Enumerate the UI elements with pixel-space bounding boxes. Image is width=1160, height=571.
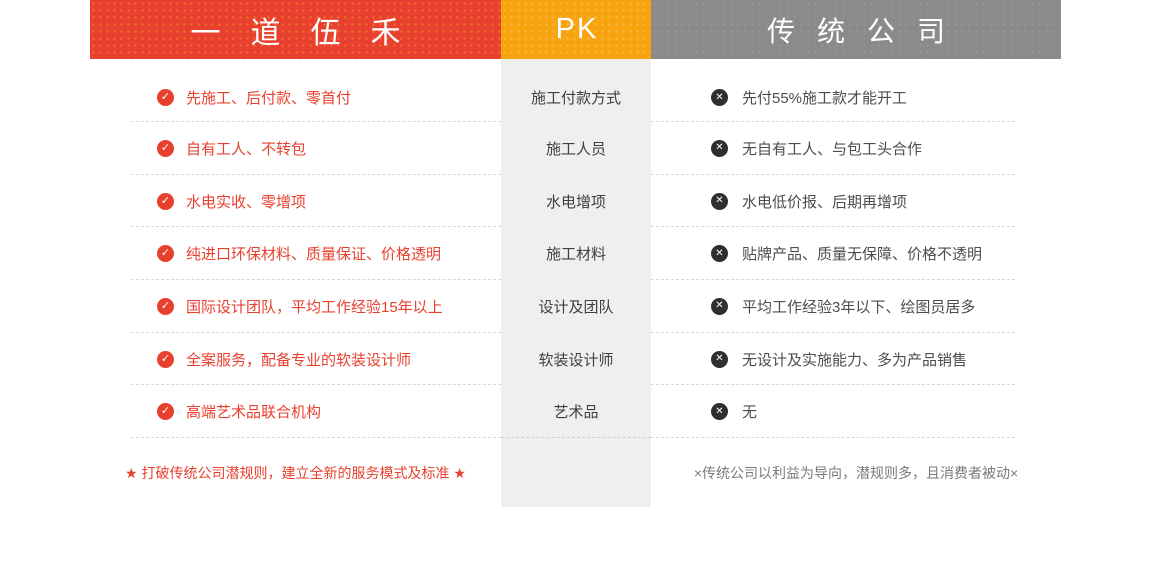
brand-cell: ✓ 自有工人、不转包	[90, 122, 501, 175]
brand-cell: ✓ 国际设计团队，平均工作经验15年以上	[90, 280, 501, 333]
brand-column-header: 一道伍禾	[90, 0, 501, 59]
competitor-cell: ✕ 无自有工人、与包工头合作	[651, 122, 1061, 175]
brand-advantage-text: 高端艺术品联合机构	[186, 404, 322, 422]
competitor-drawback-text: 无	[742, 404, 758, 422]
category-label: 软装设计师	[501, 332, 651, 386]
competitor-drawback-text: 平均工作经验3年以下、绘图员居多	[742, 298, 976, 316]
brand-advantage-text: 国际设计团队，平均工作经验15年以上	[186, 298, 443, 316]
pk-comparison-table: 一道伍禾 PK 传统公司 ✓ 先施工、后付款、零首付 施工付款方式 ✕ 先付55…	[90, 0, 1061, 507]
check-icon: ✓	[157, 350, 174, 368]
comparison-row: ✓ 全案服务，配备专业的软装设计师 软装设计师 ✕ 无设计及实施能力、多为产品销…	[90, 332, 1061, 386]
category-label: 艺术品	[501, 385, 651, 439]
competitor-column-header: 传统公司	[651, 0, 1061, 59]
brand-cell: ✓ 高端艺术品联合机构	[90, 385, 501, 438]
brand-footer-slogan: ★ 打破传统公司潜规则，建立全新的服务模式及标准 ★	[125, 464, 466, 481]
category-label: 施工材料	[501, 227, 651, 281]
pk-badge: PK	[501, 0, 651, 59]
comparison-row: ✓ 国际设计团队，平均工作经验15年以上 设计及团队 ✕ 平均工作经验3年以下、…	[90, 280, 1061, 333]
cross-icon: ✕	[711, 403, 728, 421]
competitor-cell: ✕ 平均工作经验3年以下、绘图员居多	[651, 280, 1061, 333]
category-label: 设计及团队	[501, 280, 651, 333]
check-icon: ✓	[157, 192, 174, 210]
category-label: 施工付款方式	[501, 59, 651, 122]
table-footer: ★ 打破传统公司潜规则，建立全新的服务模式及标准 ★ ×传统公司以利益为导向，潜…	[90, 438, 1061, 507]
competitor-cell: ✕ 无设计及实施能力、多为产品销售	[651, 333, 1061, 386]
check-icon: ✓	[157, 245, 174, 263]
competitor-footer-note: ×传统公司以利益为导向，潜规则多，且消费者被动×	[693, 464, 1019, 481]
brand-cell: ✓ 先施工、后付款、零首付	[90, 59, 501, 122]
brand-cell: ✓ 水电实收、零增项	[90, 175, 501, 228]
check-icon: ✓	[157, 297, 174, 315]
brand-advantage-text: 先施工、后付款、零首付	[186, 90, 352, 107]
brand-advantage-text: 纯进口环保材料、质量保证、价格透明	[186, 246, 442, 264]
category-label: 水电增项	[501, 174, 651, 228]
competitor-drawback-text: 先付55%施工款才能开工	[742, 90, 908, 107]
comparison-row: ✓ 纯进口环保材料、质量保证、价格透明 施工材料 ✕ 贴牌产品、质量无保障、价格…	[90, 227, 1061, 281]
category-label: 施工人员	[501, 122, 651, 175]
comparison-rows: ✓ 先施工、后付款、零首付 施工付款方式 ✕ 先付55%施工款才能开工 ✓ 自有…	[90, 59, 1061, 439]
brand-advantage-text: 水电实收、零增项	[186, 193, 307, 211]
comparison-row: ✓ 自有工人、不转包 施工人员 ✕ 无自有工人、与包工头合作	[90, 122, 1061, 175]
cross-icon: ✕	[711, 297, 728, 315]
competitor-cell: ✕ 贴牌产品、质量无保障、价格不透明	[651, 227, 1061, 280]
comparison-row: ✓ 水电实收、零增项 水电增项 ✕ 水电低价报、后期再增项	[90, 174, 1061, 228]
table-header: 一道伍禾 PK 传统公司	[90, 0, 1061, 59]
comparison-row: ✓ 先施工、后付款、零首付 施工付款方式 ✕ 先付55%施工款才能开工	[90, 59, 1061, 122]
cross-icon: ✕	[711, 350, 728, 368]
cross-icon: ✕	[711, 245, 728, 263]
competitor-drawback-text: 无设计及实施能力、多为产品销售	[742, 351, 968, 369]
brand-cell: ✓ 纯进口环保材料、质量保证、价格透明	[90, 227, 501, 280]
check-icon: ✓	[157, 403, 174, 421]
cross-icon: ✕	[711, 139, 728, 157]
check-icon: ✓	[157, 89, 174, 106]
brand-advantage-text: 自有工人、不转包	[186, 140, 307, 158]
competitor-cell: ✕ 先付55%施工款才能开工	[651, 59, 1061, 122]
brand-advantage-text: 全案服务，配备专业的软装设计师	[186, 351, 412, 369]
competitor-drawback-text: 水电低价报、后期再增项	[742, 193, 908, 211]
competitor-drawback-text: 贴牌产品、质量无保障、价格不透明	[742, 246, 983, 264]
competitor-cell: ✕ 水电低价报、后期再增项	[651, 175, 1061, 228]
competitor-cell: ✕ 无	[651, 385, 1061, 438]
comparison-row: ✓ 高端艺术品联合机构 艺术品 ✕ 无	[90, 385, 1061, 439]
check-icon: ✓	[157, 139, 174, 157]
cross-icon: ✕	[711, 192, 728, 210]
category-column-footer	[501, 438, 651, 507]
cross-icon: ✕	[711, 89, 728, 106]
brand-cell: ✓ 全案服务，配备专业的软装设计师	[90, 333, 501, 386]
competitor-drawback-text: 无自有工人、与包工头合作	[742, 140, 923, 158]
